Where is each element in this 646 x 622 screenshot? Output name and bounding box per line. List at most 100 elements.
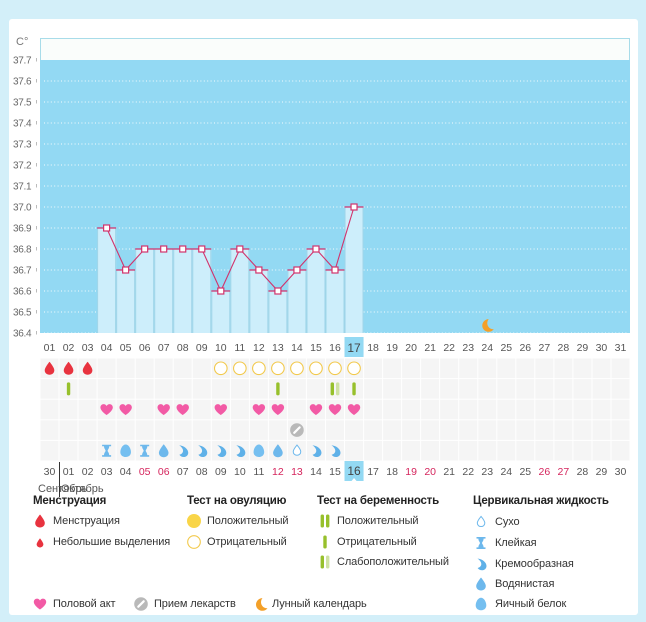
- event-grid-cell[interactable]: [192, 379, 211, 399]
- date-label[interactable]: 08: [196, 466, 208, 478]
- date-label[interactable]: 07: [177, 466, 189, 478]
- event-grid-cell[interactable]: [78, 379, 97, 399]
- date-label[interactable]: 20: [424, 466, 436, 478]
- date-label[interactable]: 04: [120, 466, 132, 478]
- temperature-point[interactable]: [331, 266, 339, 274]
- event-grid-cell[interactable]: [230, 420, 249, 440]
- temperature-point[interactable]: [293, 266, 301, 274]
- event-grid-cell[interactable]: [135, 379, 154, 399]
- event-grid-cell[interactable]: [421, 379, 440, 399]
- event-grid-cell[interactable]: [478, 420, 497, 440]
- cycle-day-label[interactable]: 23: [462, 342, 474, 354]
- event-grid-cell[interactable]: [516, 420, 535, 440]
- temperature-point[interactable]: [160, 245, 168, 253]
- event-grid-cell[interactable]: [535, 440, 554, 461]
- event-grid-cell[interactable]: [78, 399, 97, 420]
- event-grid-cell[interactable]: [249, 379, 268, 399]
- temperature-point[interactable]: [312, 245, 320, 253]
- event-grid-cell[interactable]: [459, 440, 478, 461]
- event-grid-cell[interactable]: [611, 399, 630, 420]
- date-label[interactable]: 01: [63, 466, 75, 478]
- event-grid-cell[interactable]: [364, 358, 383, 379]
- event-grid-cell[interactable]: [573, 379, 592, 399]
- event-grid-cell[interactable]: [535, 399, 554, 420]
- event-grid-cell[interactable]: [383, 420, 402, 440]
- temperature-bar[interactable]: [192, 249, 212, 333]
- date-label[interactable]: 10: [234, 466, 246, 478]
- event-grid-cell[interactable]: [173, 379, 192, 399]
- event-grid-cell[interactable]: [554, 420, 573, 440]
- event-grid-cell[interactable]: [116, 420, 135, 440]
- cycle-day-label[interactable]: 09: [196, 342, 208, 354]
- temperature-bar[interactable]: [287, 270, 307, 333]
- cycle-day-label[interactable]: 10: [215, 342, 227, 354]
- temperature-bar[interactable]: [135, 249, 155, 333]
- date-label[interactable]: 19: [405, 466, 417, 478]
- event-grid-cell[interactable]: [325, 440, 345, 461]
- temperature-bar[interactable]: [116, 270, 136, 333]
- event-grid-cell[interactable]: [421, 358, 440, 379]
- event-grid-cell[interactable]: [573, 420, 592, 440]
- cycle-day-label[interactable]: 29: [577, 342, 589, 354]
- event-grid-cell[interactable]: [364, 379, 383, 399]
- event-grid-cell[interactable]: [173, 440, 192, 461]
- cycle-day-label[interactable]: 18: [367, 342, 379, 354]
- event-grid-cell[interactable]: [116, 358, 135, 379]
- event-grid-cell[interactable]: [116, 379, 135, 399]
- event-grid-cell[interactable]: [97, 379, 116, 399]
- event-grid-cell[interactable]: [516, 399, 535, 420]
- event-grid-cell[interactable]: [592, 358, 611, 379]
- event-grid-cell[interactable]: [497, 399, 516, 420]
- date-label[interactable]: 30: [615, 466, 627, 478]
- event-grid-cell[interactable]: [78, 420, 97, 440]
- event-grid-cell[interactable]: [421, 399, 440, 420]
- event-grid-cell[interactable]: [211, 440, 230, 461]
- event-grid-cell[interactable]: [306, 379, 325, 399]
- cycle-day-label[interactable]: 21: [424, 342, 436, 354]
- cycle-day-label[interactable]: 30: [596, 342, 608, 354]
- temperature-point[interactable]: [350, 203, 358, 211]
- event-grid-cell[interactable]: [268, 420, 287, 440]
- event-grid-cell[interactable]: [554, 358, 573, 379]
- event-grid-cell[interactable]: [573, 399, 592, 420]
- event-grid-cell[interactable]: [325, 379, 345, 399]
- event-grid-cell[interactable]: [325, 420, 345, 440]
- temperature-point[interactable]: [122, 266, 130, 274]
- cycle-day-label[interactable]: 24: [481, 342, 493, 354]
- event-grid-cell[interactable]: [459, 399, 478, 420]
- date-label[interactable]: 30: [44, 466, 56, 478]
- event-grid-cell[interactable]: [383, 399, 402, 420]
- date-label[interactable]: 12: [272, 466, 284, 478]
- event-grid-cell[interactable]: [592, 379, 611, 399]
- temperature-bar[interactable]: [325, 270, 345, 333]
- temperature-point[interactable]: [179, 245, 187, 253]
- event-grid-cell[interactable]: [154, 379, 173, 399]
- event-grid-cell[interactable]: [592, 399, 611, 420]
- temperature-point[interactable]: [141, 245, 149, 253]
- date-label[interactable]: 29: [596, 466, 608, 478]
- temperature-bar[interactable]: [268, 291, 288, 333]
- date-label[interactable]: 13: [291, 466, 303, 478]
- event-grid-cell[interactable]: [364, 420, 383, 440]
- event-grid-cell[interactable]: [592, 440, 611, 461]
- event-grid-cell[interactable]: [459, 420, 478, 440]
- event-grid-cell[interactable]: [440, 358, 459, 379]
- temperature-bar[interactable]: [306, 249, 326, 333]
- cycle-day-label[interactable]: 15: [310, 342, 322, 354]
- event-grid-cell[interactable]: [154, 420, 173, 440]
- date-label[interactable]: 03: [101, 466, 113, 478]
- event-grid-cell[interactable]: [402, 440, 421, 461]
- event-grid-cell[interactable]: [535, 420, 554, 440]
- event-grid-cell[interactable]: [611, 420, 630, 440]
- event-grid-cell[interactable]: [306, 420, 325, 440]
- temperature-bar[interactable]: [249, 270, 269, 333]
- event-grid-cell[interactable]: [59, 420, 78, 440]
- event-grid-cell[interactable]: [192, 399, 211, 420]
- event-grid-cell[interactable]: [478, 399, 497, 420]
- event-grid-cell[interactable]: [478, 379, 497, 399]
- cycle-day-label[interactable]: 08: [177, 342, 189, 354]
- cycle-day-label[interactable]: 19: [386, 342, 398, 354]
- date-label[interactable]: 06: [158, 466, 170, 478]
- cycle-day-label[interactable]: 28: [558, 342, 570, 354]
- date-label[interactable]: 17: [367, 466, 379, 478]
